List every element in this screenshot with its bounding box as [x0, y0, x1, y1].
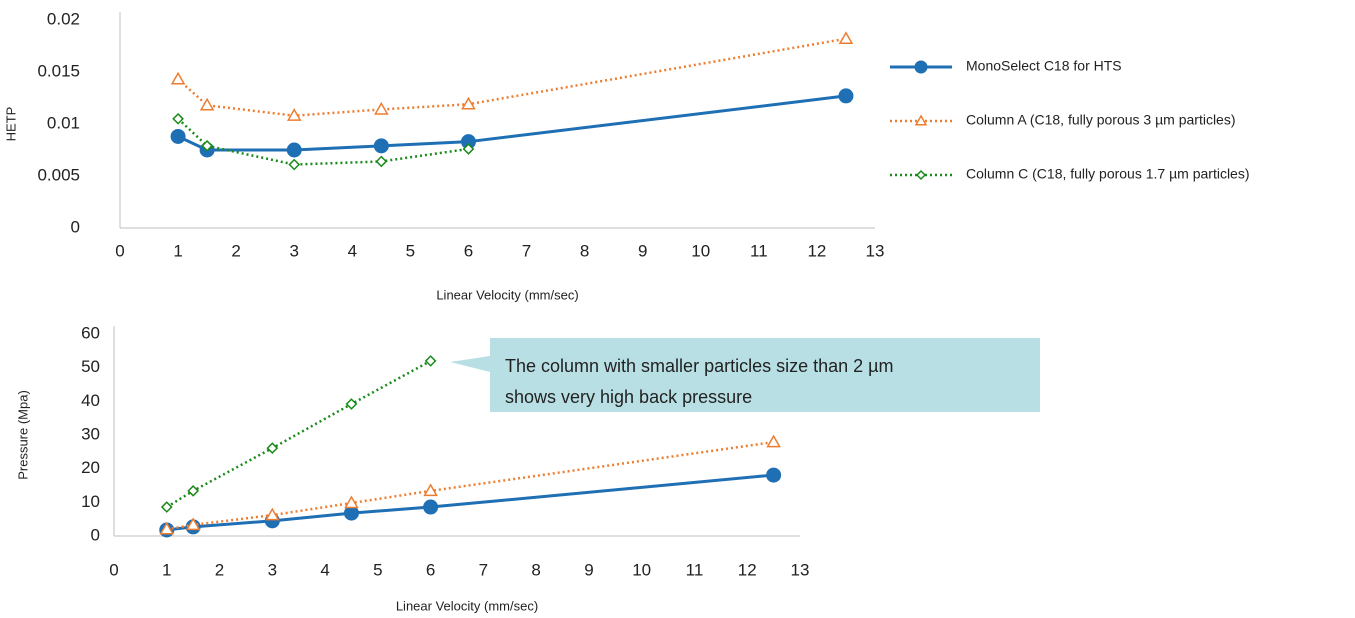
legend-label: Column C (C18, fully porous 1.7 µm parti… — [966, 166, 1250, 182]
y-tick-label: 0.01 — [47, 113, 80, 132]
y-tick-label: 60 — [81, 323, 100, 342]
series-line — [177, 94, 847, 152]
x-tick-label: 10 — [691, 241, 710, 260]
y-tick-label: 0.005 — [37, 165, 80, 184]
marker — [187, 485, 200, 497]
marker — [375, 155, 388, 168]
marker — [170, 128, 186, 144]
marker — [172, 112, 184, 125]
x-tick-label: 0 — [109, 560, 118, 579]
x-tick-label: 8 — [531, 560, 540, 579]
x-tick-label: 1 — [162, 560, 171, 579]
x-tick-label: 6 — [426, 560, 435, 579]
x-tick-label: 4 — [320, 560, 329, 579]
y-axis-title: HETP — [3, 107, 18, 142]
marker — [374, 101, 389, 115]
x-tick-label: 11 — [686, 560, 704, 579]
x-axis-title: Linear Velocity (mm/sec) — [396, 598, 538, 613]
x-tick-label: 6 — [464, 241, 473, 260]
y-tick-label: 0.02 — [47, 9, 80, 28]
x-tick-label: 7 — [522, 241, 531, 260]
series-line — [177, 117, 469, 166]
x-tick-label: 3 — [289, 241, 298, 260]
marker — [345, 398, 358, 410]
x-tick-label: 9 — [584, 560, 593, 579]
marker — [288, 158, 301, 171]
marker — [286, 142, 302, 158]
marker — [766, 467, 782, 483]
x-tick-label: 9 — [638, 241, 647, 260]
y-tick-label: 20 — [81, 458, 100, 477]
y-tick-label: 0 — [71, 217, 80, 236]
marker — [838, 31, 854, 44]
marker — [373, 138, 389, 154]
y-tick-label: 10 — [81, 492, 100, 511]
marker — [286, 108, 302, 121]
x-axis-title: Linear Velocity (mm/sec) — [436, 287, 578, 302]
y-tick-label: 40 — [81, 391, 100, 410]
annotation: shows very high back pressure — [505, 387, 752, 407]
x-tick-label: 7 — [479, 560, 488, 579]
x-tick-label: 10 — [632, 560, 651, 579]
x-tick-label: 13 — [866, 241, 885, 260]
x-tick-label: 4 — [348, 241, 357, 260]
marker — [344, 495, 359, 509]
x-tick-label: 2 — [215, 560, 224, 579]
x-tick-label: 3 — [268, 560, 277, 579]
series-line — [166, 473, 774, 532]
marker — [838, 88, 854, 104]
legend-label: Column A (C18, fully porous 3 µm particl… — [966, 112, 1236, 128]
marker — [423, 499, 439, 515]
marker — [265, 507, 280, 521]
marker — [170, 71, 186, 85]
marker — [185, 517, 201, 531]
marker — [914, 60, 928, 74]
x-tick-label: 12 — [738, 560, 757, 579]
x-tick-label: 12 — [807, 241, 826, 260]
marker — [914, 114, 928, 126]
marker — [160, 501, 173, 513]
marker — [766, 434, 781, 448]
marker — [424, 355, 437, 367]
x-tick-label: 5 — [406, 241, 415, 260]
series-line — [166, 440, 774, 531]
marker — [423, 483, 438, 497]
marker — [201, 139, 213, 152]
marker — [266, 442, 279, 454]
y-axis-title: Pressure (Mpa) — [15, 390, 30, 480]
marker — [461, 96, 476, 110]
x-tick-label: 2 — [231, 241, 240, 260]
marker — [159, 521, 175, 535]
annotation: The column with smaller particles size t… — [505, 356, 894, 376]
callout — [450, 338, 1040, 412]
y-tick-label: 0.015 — [37, 61, 80, 80]
x-tick-label: 11 — [750, 241, 768, 260]
marker — [462, 143, 475, 155]
series-line — [166, 359, 432, 509]
y-tick-label: 50 — [81, 357, 100, 376]
x-tick-label: 5 — [373, 560, 382, 579]
marker — [199, 97, 215, 111]
series-line — [177, 37, 847, 117]
marker — [915, 169, 927, 181]
legend-label: MonoSelect C18 for HTS — [966, 58, 1122, 74]
y-tick-label: 30 — [81, 424, 100, 443]
x-tick-label: 8 — [580, 241, 589, 260]
x-tick-label: 13 — [791, 560, 810, 579]
x-tick-label: 0 — [115, 241, 124, 260]
x-tick-label: 1 — [173, 241, 182, 260]
y-tick-label: 0 — [91, 525, 100, 544]
